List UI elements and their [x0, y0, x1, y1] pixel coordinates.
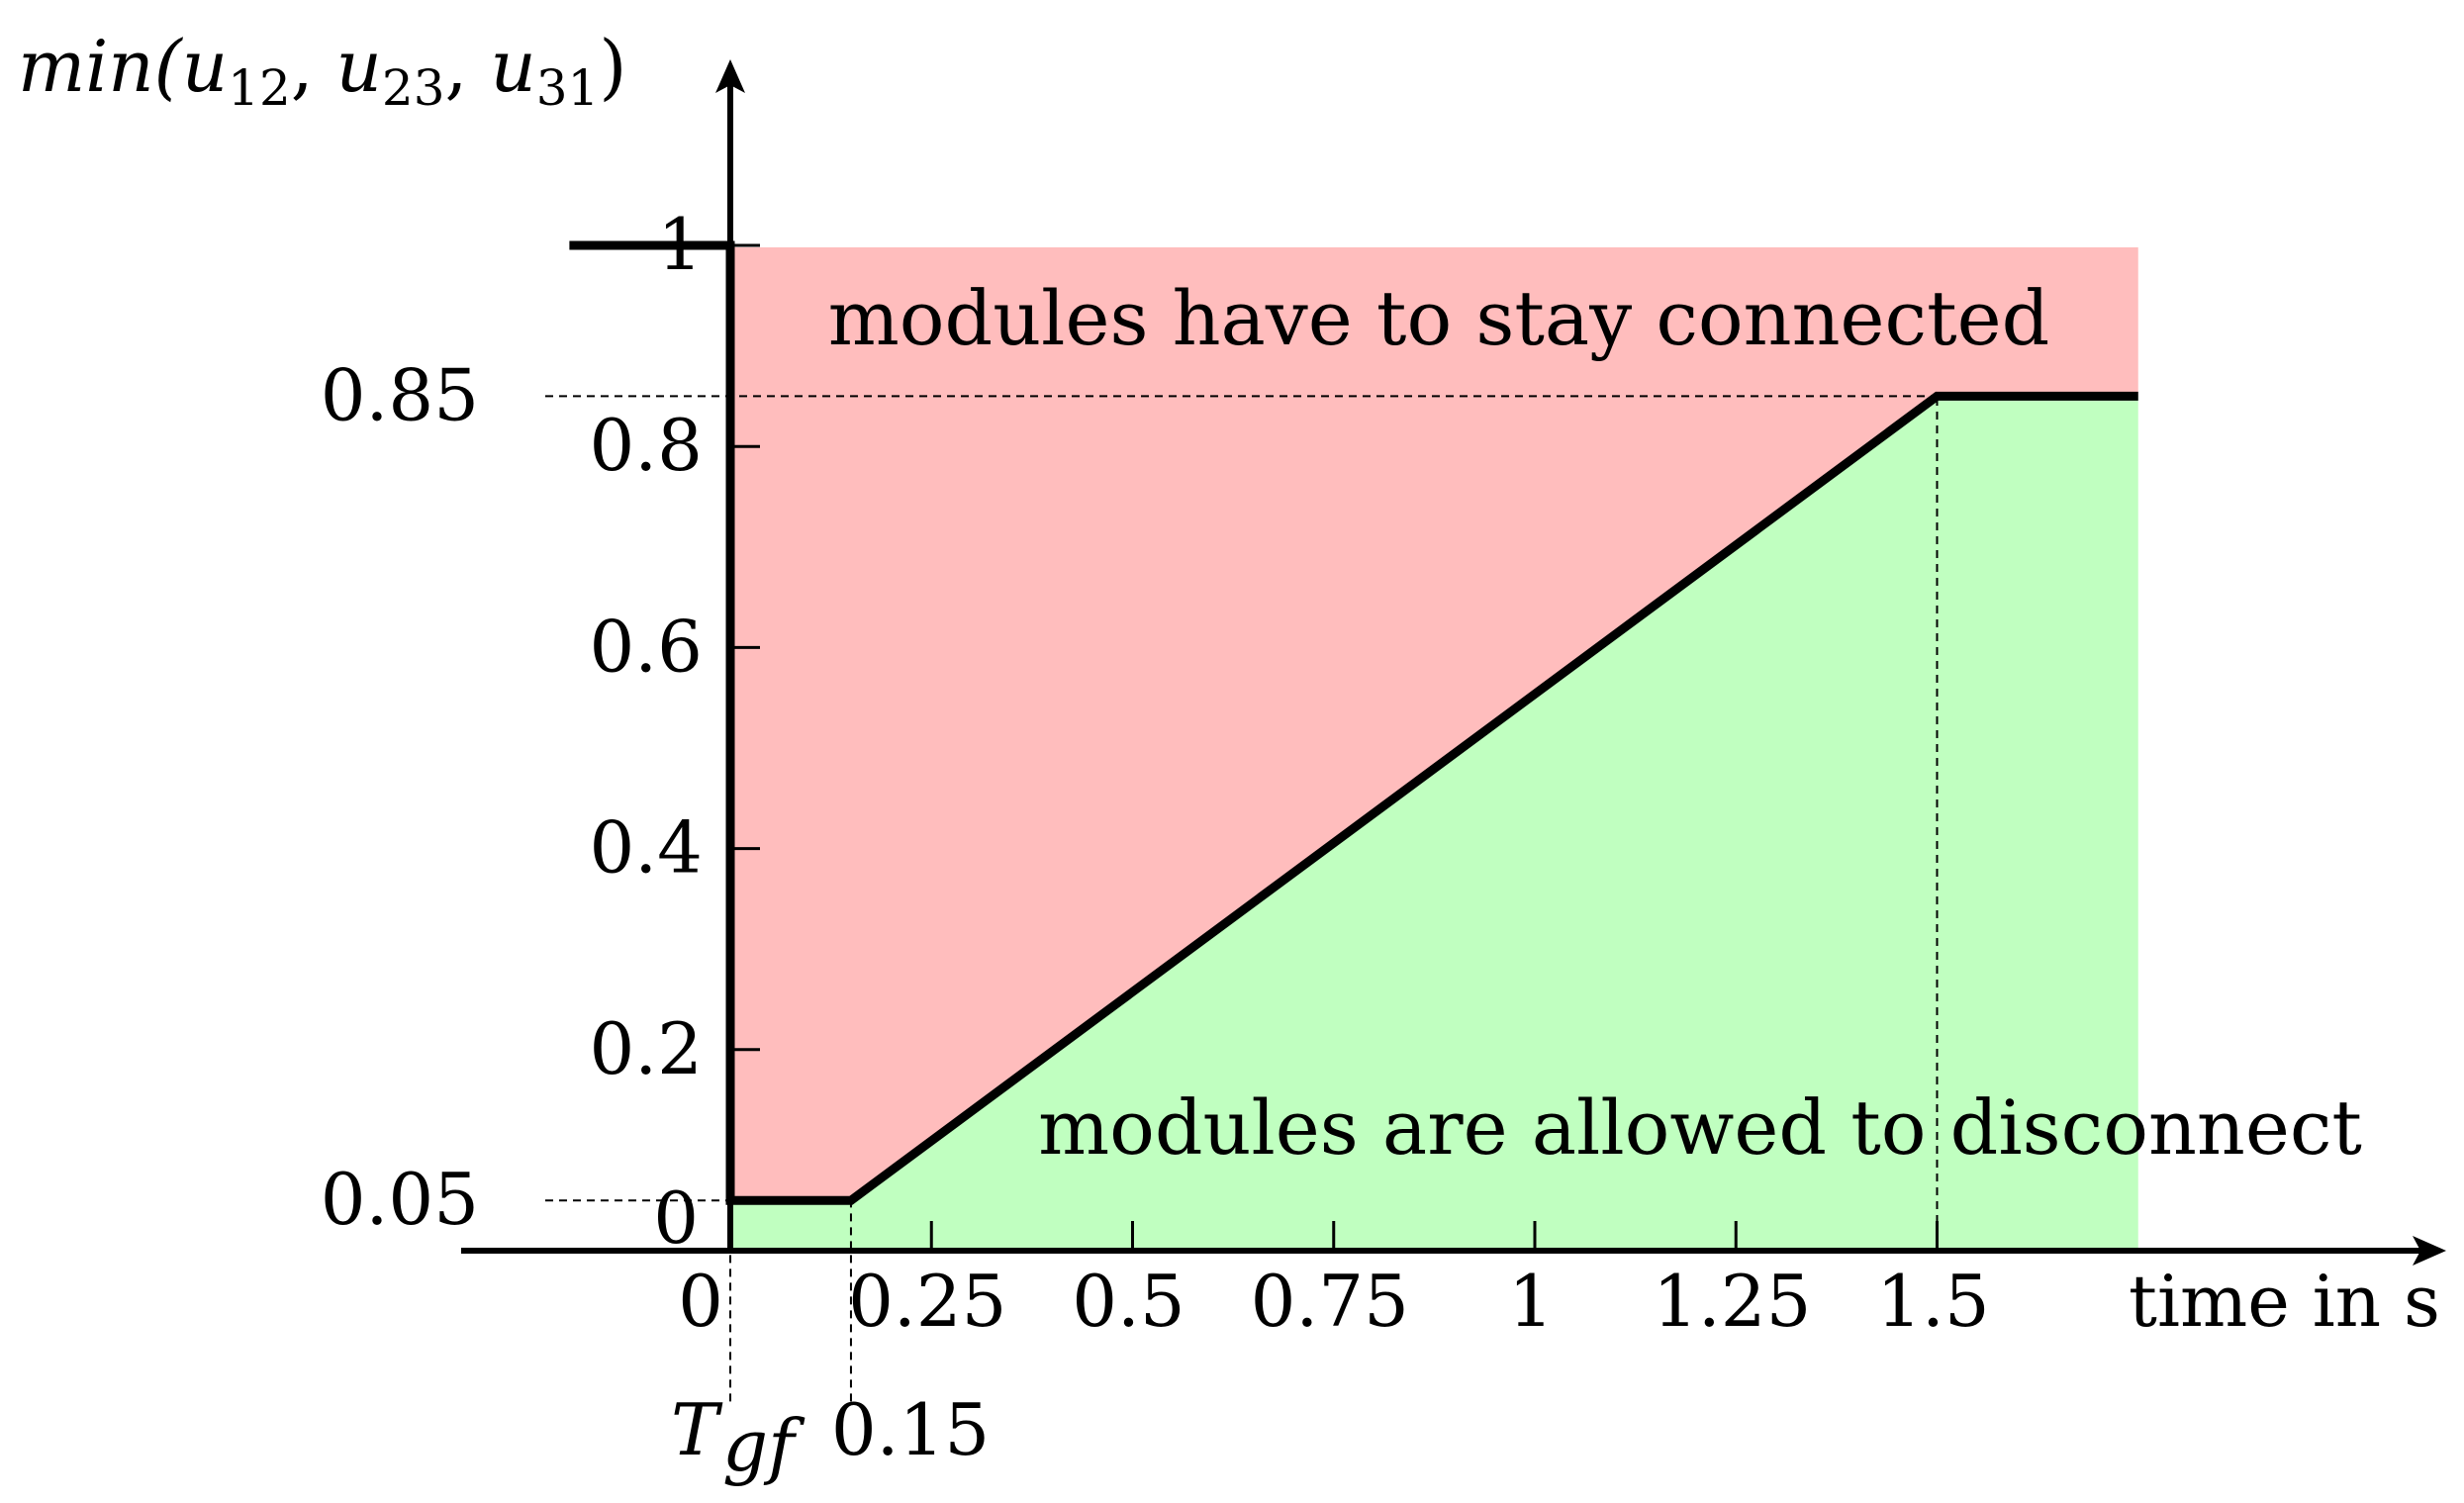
- stay-connected-region: [730, 247, 2138, 1201]
- x-axis-title: time in s: [2129, 1260, 2440, 1343]
- x-tick-label: 0.75: [1251, 1260, 1409, 1343]
- y-tick-label: 0.8: [589, 404, 703, 487]
- x-tick-label: 0: [678, 1260, 723, 1343]
- x-tick-label: 1: [1508, 1260, 1554, 1343]
- limit-line: [569, 240, 2138, 1205]
- y-tick-label: 0: [653, 1176, 699, 1260]
- allowed-disconnect-label: modules are allowed to disconnect: [1038, 1083, 2362, 1172]
- y-tick-label: 0.4: [589, 806, 703, 890]
- regions: [730, 247, 2138, 1251]
- x-axis-arrow: [2413, 1236, 2446, 1266]
- y-tick-label: 0.2: [589, 1007, 703, 1090]
- x-tick-label: 0.25: [848, 1260, 1006, 1343]
- y-marker-label: 0.05: [321, 1158, 479, 1241]
- x-marker-label-subscript: gf: [722, 1404, 806, 1487]
- limit-curve: [569, 240, 2138, 1205]
- axis-ticks: [730, 243, 1939, 1251]
- y-axis-title: min(u12, u23, u31): [18, 25, 626, 117]
- x-tick-label: 0.5: [1072, 1260, 1185, 1343]
- x-tick-label: 1.25: [1653, 1260, 1811, 1343]
- y-tick-label: 0.6: [589, 605, 703, 688]
- x-marker-label: T: [671, 1388, 723, 1471]
- stay-connected-label: modules have to stay connected: [828, 274, 2050, 362]
- y-axis-arrow: [715, 59, 745, 93]
- y-marker-label: 0.85: [321, 353, 479, 436]
- y-tick-label: 1: [657, 203, 703, 286]
- labels: 0 0.25 0.5 0.75 1 1.25 1.5 0 0.2 0.4 0.6 0.8 1 0.85 0.…: [18, 25, 2440, 1487]
- x-tick-label: 1.5: [1876, 1260, 1990, 1343]
- x-marker-label: 0.15: [831, 1388, 990, 1471]
- allowed-disconnect-region: [730, 396, 2138, 1251]
